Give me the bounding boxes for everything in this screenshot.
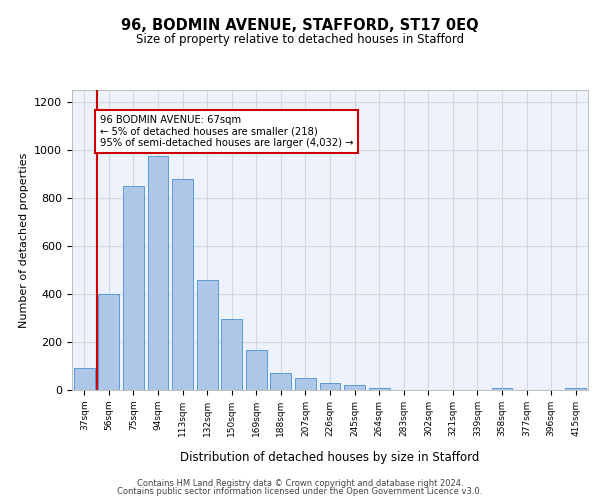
Bar: [74, 368, 95, 390]
Bar: [221, 319, 242, 390]
Bar: [197, 280, 218, 390]
Bar: [320, 383, 340, 390]
Bar: [98, 294, 119, 390]
Bar: [295, 378, 316, 390]
Text: Contains HM Land Registry data © Crown copyright and database right 2024.: Contains HM Land Registry data © Crown c…: [137, 478, 463, 488]
Text: Size of property relative to detached houses in Stafford: Size of property relative to detached ho…: [136, 32, 464, 46]
Bar: [368, 388, 389, 390]
Text: 96, BODMIN AVENUE, STAFFORD, ST17 0EQ: 96, BODMIN AVENUE, STAFFORD, ST17 0EQ: [121, 18, 479, 32]
Bar: [123, 186, 144, 390]
Bar: [271, 373, 292, 390]
Bar: [565, 388, 586, 390]
Bar: [148, 156, 169, 390]
Bar: [491, 388, 512, 390]
Bar: [344, 384, 365, 390]
Bar: [172, 179, 193, 390]
Text: 96 BODMIN AVENUE: 67sqm
← 5% of detached houses are smaller (218)
95% of semi-de: 96 BODMIN AVENUE: 67sqm ← 5% of detached…: [100, 115, 353, 148]
Text: Distribution of detached houses by size in Stafford: Distribution of detached houses by size …: [181, 451, 479, 464]
Text: Contains public sector information licensed under the Open Government Licence v3: Contains public sector information licen…: [118, 487, 482, 496]
Y-axis label: Number of detached properties: Number of detached properties: [19, 152, 29, 328]
Bar: [246, 350, 267, 390]
